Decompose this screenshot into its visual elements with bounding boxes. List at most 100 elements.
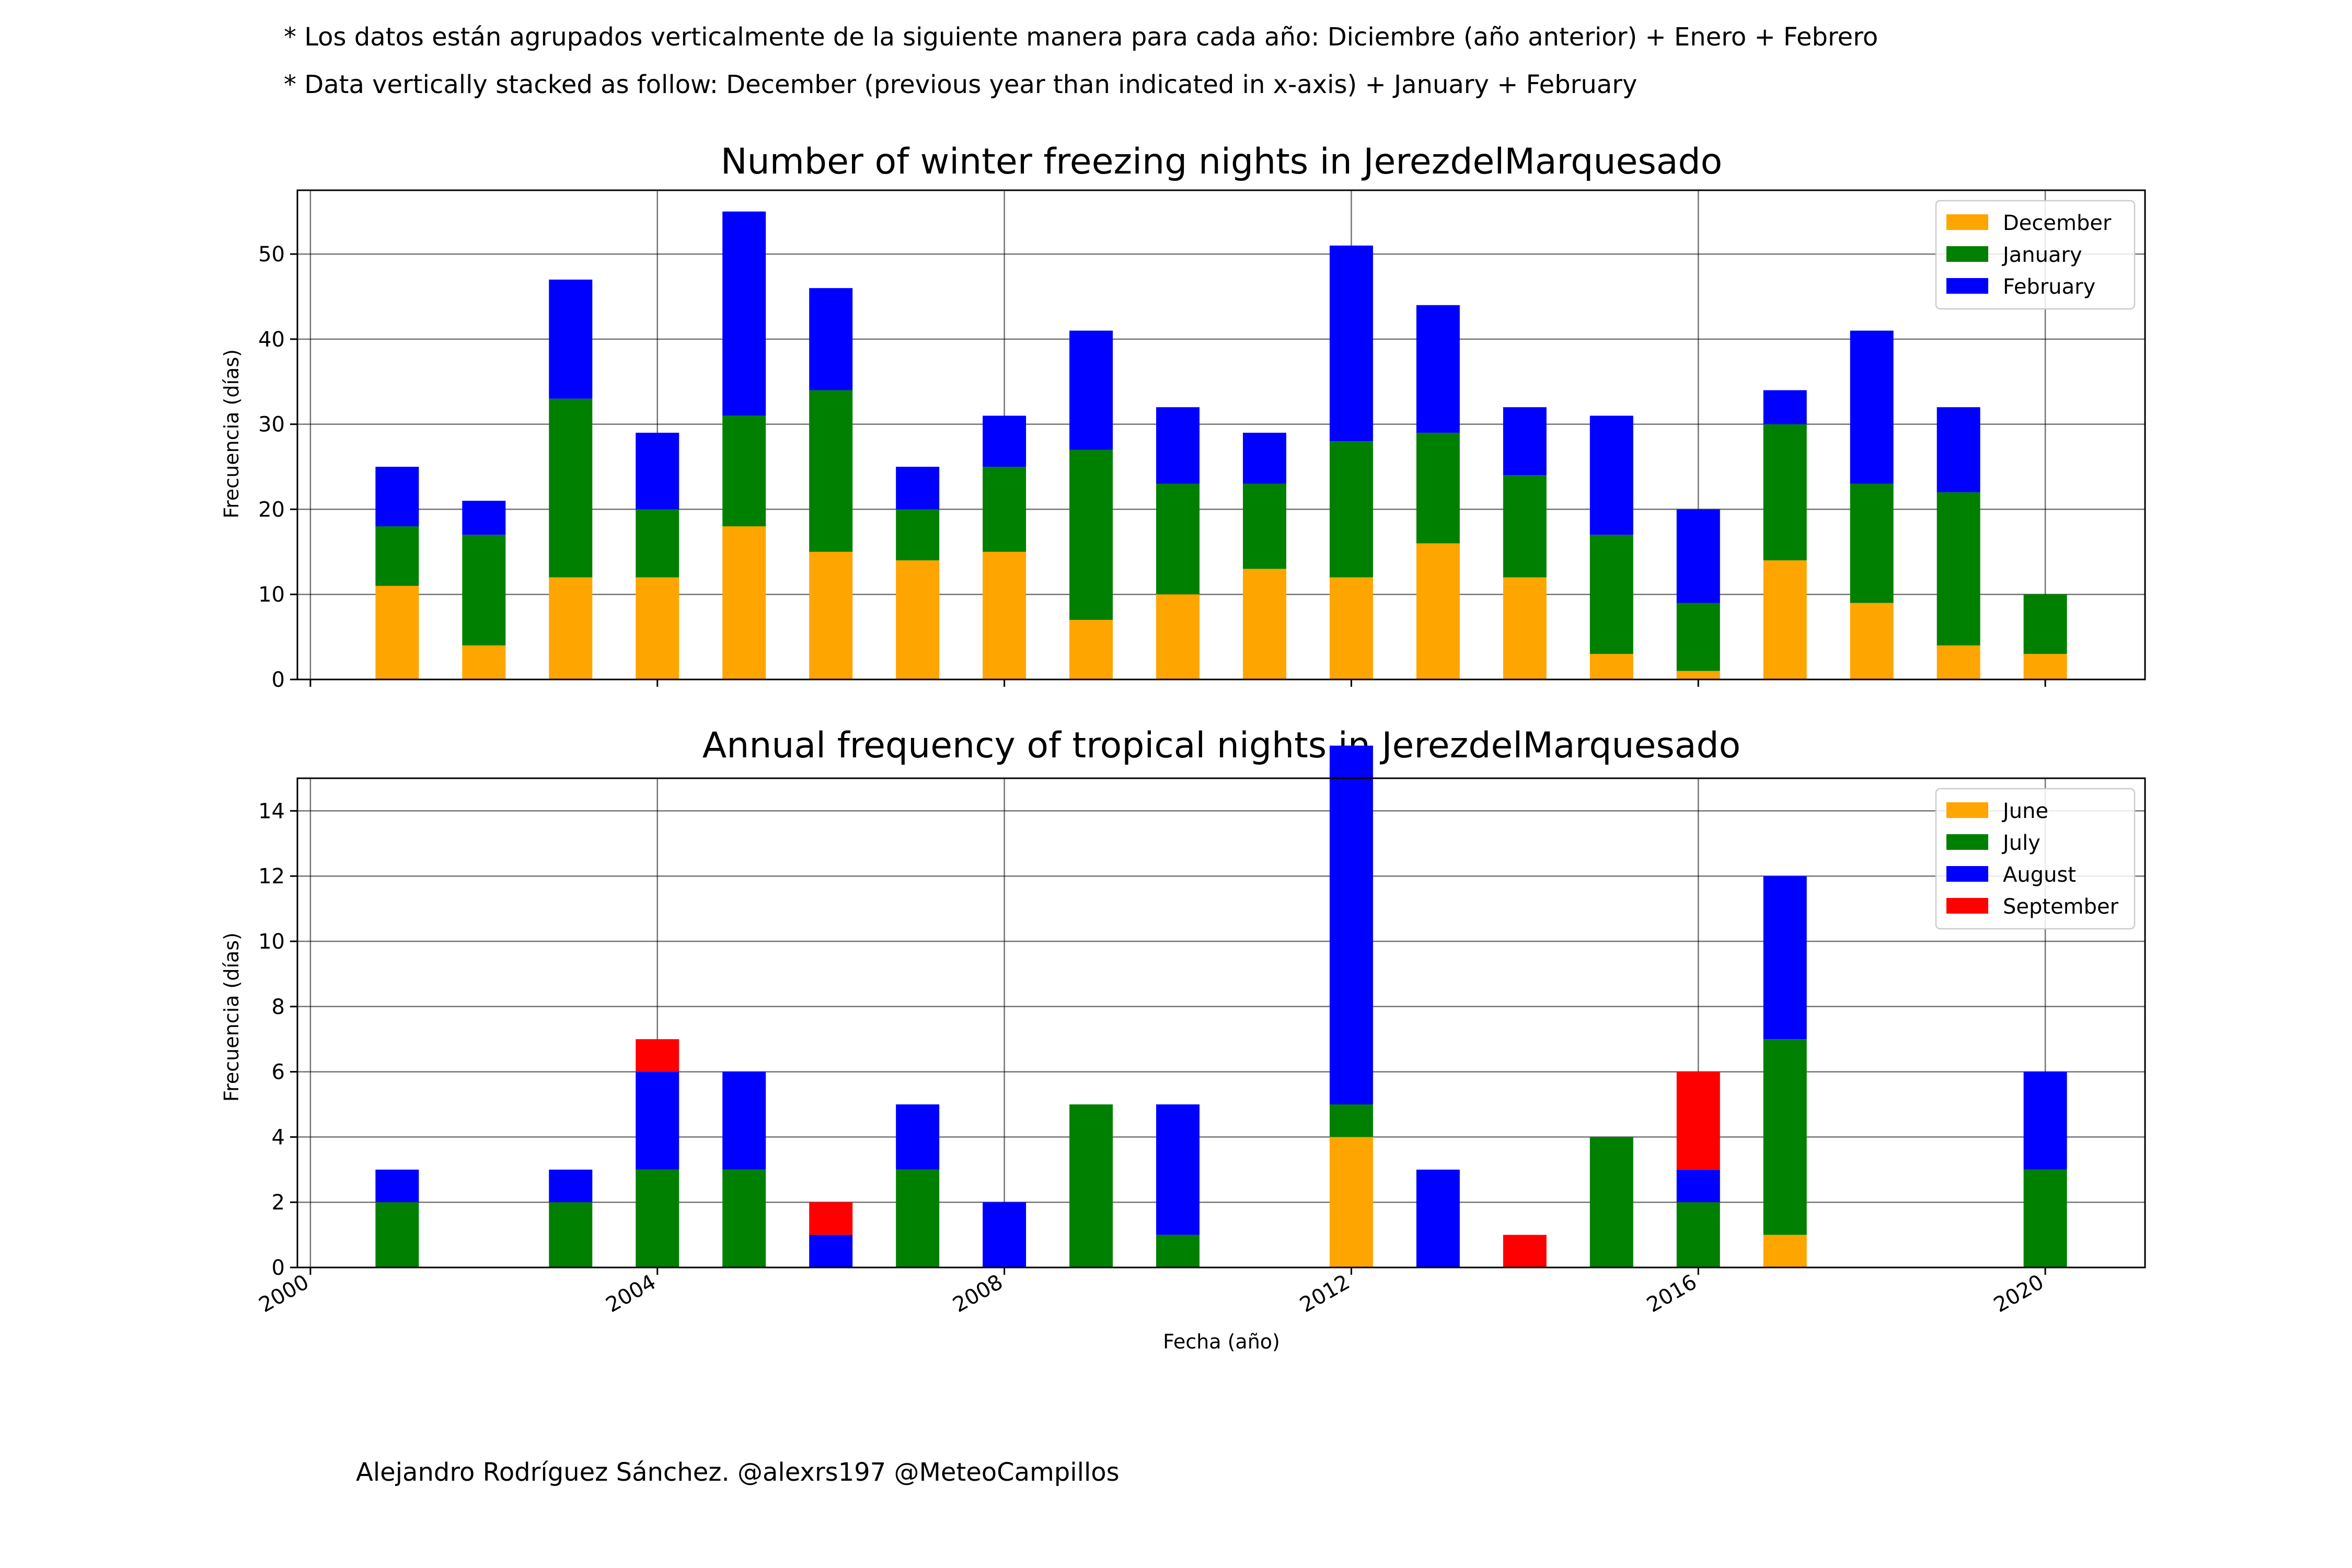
bar-december-2006 xyxy=(809,551,853,679)
bar-january-2008 xyxy=(983,467,1027,552)
plot-frame xyxy=(296,777,2146,1269)
bar-january-2009 xyxy=(1069,449,1113,620)
bar-august-2004 xyxy=(636,1071,679,1170)
bars xyxy=(375,745,2067,1267)
bar-january-2017 xyxy=(1763,424,1807,561)
bar-december-2003 xyxy=(549,577,593,679)
legend-swatch xyxy=(1946,834,1988,850)
bar-august-2007 xyxy=(896,1104,940,1170)
legend-box xyxy=(1935,788,2136,930)
bar-august-2003 xyxy=(549,1169,593,1203)
bar-december-2017 xyxy=(1763,560,1807,679)
bar-december-2012 xyxy=(1329,577,1373,679)
bar-february-2009 xyxy=(1069,330,1113,450)
y-tick-label: 14 xyxy=(258,799,285,823)
bar-june-2017 xyxy=(1763,1235,1807,1267)
bar-july-2003 xyxy=(549,1202,593,1267)
bar-august-2008 xyxy=(983,1202,1027,1267)
y-ticks: 0 10 20 30 40 50 xyxy=(258,243,297,692)
bar-december-2005 xyxy=(722,526,766,679)
y-axis-label: Frecuencia (días) xyxy=(220,349,243,518)
y-tick-label: 10 xyxy=(258,583,285,607)
bar-january-2011 xyxy=(1242,483,1286,569)
bar-july-2001 xyxy=(375,1202,419,1267)
bar-july-2015 xyxy=(1589,1137,1633,1267)
bar-january-2010 xyxy=(1156,483,1200,595)
plot-frame xyxy=(296,189,2146,681)
bar-december-2011 xyxy=(1242,569,1286,679)
bar-august-2020 xyxy=(2023,1071,2067,1170)
bar-august-2006 xyxy=(809,1235,853,1267)
bar-december-2016 xyxy=(1676,671,1720,679)
bar-february-2004 xyxy=(636,432,679,510)
bar-december-2008 xyxy=(983,551,1027,679)
y-tick-label: 20 xyxy=(258,498,285,522)
bar-february-2012 xyxy=(1329,245,1373,442)
bar-july-2012 xyxy=(1329,1104,1373,1137)
bar-september-2016 xyxy=(1676,1071,1720,1170)
y-tick-label: 2 xyxy=(272,1191,285,1215)
y-tick-label: 4 xyxy=(272,1125,285,1149)
bar-july-2007 xyxy=(896,1169,940,1267)
bar-february-2006 xyxy=(809,288,853,390)
bar-january-2005 xyxy=(722,416,766,526)
legend-label: December xyxy=(2003,211,2112,235)
bar-august-2016 xyxy=(1676,1169,1720,1203)
bar-february-2014 xyxy=(1503,407,1547,476)
bars xyxy=(375,211,2067,679)
y-axis-label: Frecuencia (días) xyxy=(220,932,243,1102)
bar-february-2008 xyxy=(983,416,1027,467)
legend-label: February xyxy=(2003,275,2095,299)
bar-january-2007 xyxy=(896,509,940,561)
bar-january-2014 xyxy=(1503,475,1547,578)
bar-january-2018 xyxy=(1850,483,1894,603)
bar-february-2017 xyxy=(1763,390,1807,424)
legend-label: June xyxy=(2001,799,2048,823)
bar-july-2009 xyxy=(1069,1104,1113,1267)
legend-label: September xyxy=(2003,895,2119,919)
legend-swatch xyxy=(1946,802,1988,818)
bar-december-2002 xyxy=(462,645,506,679)
bar-january-2013 xyxy=(1416,432,1460,544)
chart-title: Number of winter freezing nights in Jere… xyxy=(721,141,1723,182)
bar-january-2004 xyxy=(636,509,679,578)
legend-label: July xyxy=(2001,831,2040,855)
y-ticks: 0 2 4 6 8 10 12 14 xyxy=(258,799,297,1280)
bar-july-2004 xyxy=(636,1169,679,1267)
bar-december-2018 xyxy=(1850,603,1894,679)
bar-february-2013 xyxy=(1416,305,1460,433)
note-english: * Data vertically stacked as follow: Dec… xyxy=(284,70,1637,99)
legend-label: January xyxy=(2001,243,2082,267)
bar-february-2016 xyxy=(1676,509,1720,603)
x-tick-label: 2020 xyxy=(1990,1270,2048,1318)
legend-swatch xyxy=(1946,278,1988,294)
bar-september-2004 xyxy=(636,1039,679,1072)
bar-july-2016 xyxy=(1676,1202,1720,1267)
bar-january-2019 xyxy=(1936,492,1980,645)
y-tick-label: 50 xyxy=(258,243,285,267)
bar-september-2014 xyxy=(1503,1235,1547,1267)
bar-july-2005 xyxy=(722,1169,766,1267)
credit-text: Alejandro Rodríguez Sánchez. @alexrs197 … xyxy=(356,1458,1120,1487)
bar-august-2005 xyxy=(722,1071,766,1170)
bar-february-2003 xyxy=(549,279,593,399)
legend-swatch xyxy=(1946,246,1988,262)
bar-february-2002 xyxy=(462,501,506,535)
bar-december-2020 xyxy=(2023,654,2067,679)
bar-december-2004 xyxy=(636,577,679,679)
bar-december-2015 xyxy=(1589,654,1633,679)
bar-december-2009 xyxy=(1069,620,1113,679)
bar-july-2020 xyxy=(2023,1169,2067,1267)
bar-december-2019 xyxy=(1936,645,1980,679)
bar-july-2017 xyxy=(1763,1039,1807,1235)
bar-january-2003 xyxy=(549,398,593,578)
bar-february-2010 xyxy=(1156,407,1200,484)
x-ticks: 2000 2004 2008 2012 2016 2020 xyxy=(255,1267,2048,1318)
bar-december-2007 xyxy=(896,560,940,679)
y-tick-label: 12 xyxy=(258,864,285,889)
legend: June July August September xyxy=(1935,788,2136,930)
y-tick-label: 8 xyxy=(272,995,285,1019)
bar-january-2015 xyxy=(1589,535,1633,654)
bar-july-2010 xyxy=(1156,1235,1200,1267)
